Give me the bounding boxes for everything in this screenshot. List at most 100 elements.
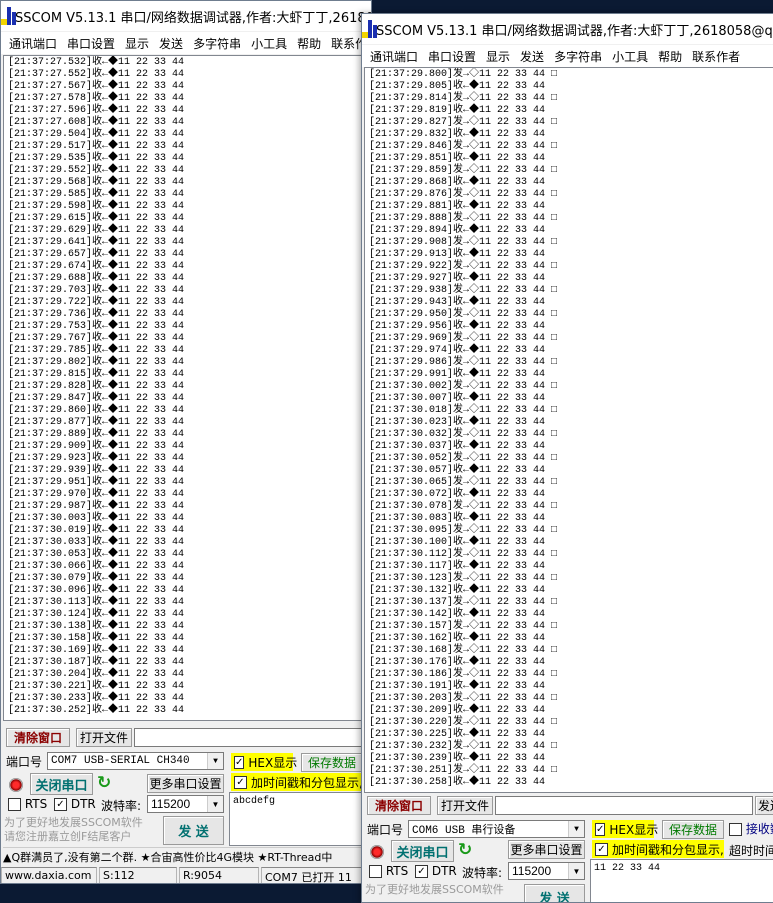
chevron-down-icon[interactable]: ▼: [568, 821, 584, 837]
menu-item[interactable]: 帮助: [297, 36, 322, 51]
promo-line-1: 为了更好地发展SSCOM软件: [4, 816, 143, 829]
log-line: [21:37:30.019]收←◆11 22 33 44: [8, 525, 185, 536]
log-line: [21:37:29.909]收←◆11 22 33 44: [8, 441, 185, 452]
log-line: [21:37:30.138]收←◆11 22 33 44: [8, 621, 185, 632]
log-line: [21:37:30.142]收←◆11 22 33 44: [369, 609, 546, 620]
log-line: [21:37:30.100]收←◆11 22 33 44: [369, 537, 546, 548]
log-line: [21:37:29.674]收←◆11 22 33 44: [8, 261, 185, 272]
log-line: [21:37:29.956]收←◆11 22 33 44: [369, 321, 546, 332]
title-bar[interactable]: SSCOM V5.13.1 串口/网络数据调试器,作者:大虾丁丁,2618058…: [362, 14, 773, 44]
menu-item[interactable]: 帮助: [658, 49, 683, 64]
rts-checkbox[interactable]: RTS: [8, 797, 47, 811]
receive-log[interactable]: [21:37:29.800]发→◇11 22 33 44 □ [21:37:29.…: [364, 67, 773, 793]
menu-item[interactable]: 通讯端口: [9, 36, 58, 51]
send-file-button[interactable]: 发送: [755, 796, 773, 815]
hex-display-label: HEX显示: [609, 822, 659, 837]
dtr-check-icon[interactable]: ✓: [54, 798, 67, 811]
more-port-settings-button[interactable]: 更多串口设置: [147, 774, 224, 793]
port-value: COM7 USB-SERIAL CH340: [51, 755, 190, 767]
rts-checkbox[interactable]: RTS: [369, 864, 408, 878]
timestamp-checkbox[interactable]: ✓ 加时间戳和分包显示,: [592, 840, 724, 858]
log-line: [21:37:29.585]收←◆11 22 33 44: [8, 189, 185, 200]
hex-check-icon[interactable]: ✓: [595, 822, 606, 836]
send-button[interactable]: 发 送: [524, 884, 585, 902]
news-ticker[interactable]: ▲Q群满员了,没有第二个群. ★合宙高性价比4G模块 ★RT-Thread中: [3, 847, 371, 866]
menu-item[interactable]: 显示: [486, 49, 511, 64]
more-port-settings-button[interactable]: 更多串口设置: [508, 840, 585, 859]
hex-check-icon[interactable]: ✓: [234, 755, 245, 769]
log-line: [21:37:29.805]收←◆11 22 33 44: [369, 81, 546, 92]
menu-item[interactable]: 发送: [159, 36, 184, 51]
log-line: [21:37:29.987]收←◆11 22 33 44: [8, 501, 185, 512]
log-line: [21:37:29.703]收←◆11 22 33 44: [8, 285, 185, 296]
clear-window-button[interactable]: 清除窗口: [367, 796, 431, 815]
log-line: [21:37:29.859]发→◇11 22 33 44 □: [369, 165, 558, 176]
log-line: [21:37:29.851]收←◆11 22 33 44: [369, 153, 546, 164]
baud-select[interactable]: 115200 ▼: [147, 795, 224, 813]
title-bar[interactable]: SSCOM V5.13.1 串口/网络数据调试器,作者:大虾丁丁,2618058…: [1, 1, 371, 31]
baud-value: 115200: [512, 864, 552, 878]
chevron-down-icon[interactable]: ▼: [568, 863, 584, 879]
file-path-input[interactable]: [495, 796, 753, 815]
menu-item[interactable]: 小工具: [251, 36, 288, 51]
log-line: [21:37:30.112]发→◇11 22 33 44 □: [369, 549, 558, 560]
refresh-icon[interactable]: ↻: [458, 840, 473, 860]
menu-item[interactable]: 通讯端口: [370, 49, 419, 64]
rts-check-icon[interactable]: [8, 798, 21, 811]
dtr-checkbox[interactable]: ✓ DTR: [415, 864, 457, 878]
menu-item[interactable]: 小工具: [612, 49, 649, 64]
log-line: [21:37:30.003]收←◆11 22 33 44: [8, 513, 185, 524]
baud-select[interactable]: 115200 ▼: [508, 862, 585, 880]
hex-display-checkbox[interactable]: ✓ HEX显示: [231, 753, 297, 771]
save-data-button[interactable]: 保存数据: [301, 753, 363, 772]
timestamp-checkbox[interactable]: ✓ 加时间戳和分包显示,: [231, 773, 363, 791]
save-data-button[interactable]: 保存数据: [662, 820, 724, 839]
log-line: [21:37:29.535]收←◆11 22 33 44: [8, 153, 185, 164]
hex-display-checkbox[interactable]: ✓ HEX显示: [592, 820, 658, 838]
rts-check-icon[interactable]: [369, 865, 382, 878]
log-line: [21:37:30.209]收←◆11 22 33 44: [369, 705, 546, 716]
timestamp-check-icon[interactable]: ✓: [595, 842, 608, 856]
dtr-checkbox[interactable]: ✓ DTR: [54, 797, 96, 811]
menu-item[interactable]: 发送: [520, 49, 545, 64]
port-select[interactable]: COM6 USB 串行设备 ▼: [408, 820, 585, 838]
receive-log[interactable]: [21:37:27.532]收←◆11 22 33 44 [21:37:27.55…: [3, 55, 363, 721]
open-file-button[interactable]: 打开文件: [437, 796, 493, 815]
menu-item[interactable]: 联系作者: [692, 49, 741, 64]
send-text-area[interactable]: abcdefg: [229, 792, 369, 846]
menu-item[interactable]: 多字符串: [193, 36, 242, 51]
menu-item[interactable]: 多字符串: [554, 49, 603, 64]
close-port-button[interactable]: 关闭串口: [30, 773, 93, 795]
port-select[interactable]: COM7 USB-SERIAL CH340 ▼: [47, 752, 224, 770]
chevron-down-icon[interactable]: ▼: [207, 753, 223, 769]
refresh-icon[interactable]: ↻: [97, 773, 112, 793]
rts-label: RTS: [24, 797, 48, 811]
log-line: [21:37:29.986]发→◇11 22 33 44 □: [369, 357, 558, 368]
send-text-area[interactable]: 11 22 33 44: [590, 859, 773, 902]
receive-to-file-checkbox[interactable]: 接收数: [729, 820, 773, 837]
port-status-led-icon: [370, 845, 384, 859]
timestamp-check-icon[interactable]: ✓: [234, 775, 247, 789]
log-line: [21:37:30.037]收←◆11 22 33 44: [369, 441, 546, 452]
menu-item[interactable]: 串口设置: [428, 49, 477, 64]
port-status-led-icon: [9, 778, 23, 792]
dtr-label: DTR: [70, 797, 96, 811]
status-website[interactable]: www.daxia.com: [1, 867, 97, 883]
dtr-check-icon[interactable]: ✓: [415, 865, 428, 878]
log-line: [21:37:30.057]收←◆11 22 33 44: [369, 465, 546, 476]
promo-line-2: 请您注册嘉立创F结尾客户: [4, 830, 132, 843]
receive-check-icon[interactable]: [729, 823, 742, 836]
log-line: [21:37:30.083]收←◆11 22 33 44: [369, 513, 546, 524]
menu-item[interactable]: 串口设置: [67, 36, 116, 51]
open-file-button[interactable]: 打开文件: [76, 728, 132, 747]
clear-window-button[interactable]: 清除窗口: [6, 728, 70, 747]
log-line: [21:37:29.827]发→◇11 22 33 44 □: [369, 117, 558, 128]
close-port-button[interactable]: 关闭串口: [391, 840, 454, 862]
log-line: [21:37:27.567]收←◆11 22 33 44: [8, 81, 185, 92]
chevron-down-icon[interactable]: ▼: [207, 796, 223, 812]
log-line: [21:37:29.629]收←◆11 22 33 44: [8, 225, 185, 236]
file-path-input[interactable]: [134, 728, 371, 747]
send-button[interactable]: 发 送: [163, 816, 224, 845]
menu-item[interactable]: 显示: [125, 36, 150, 51]
